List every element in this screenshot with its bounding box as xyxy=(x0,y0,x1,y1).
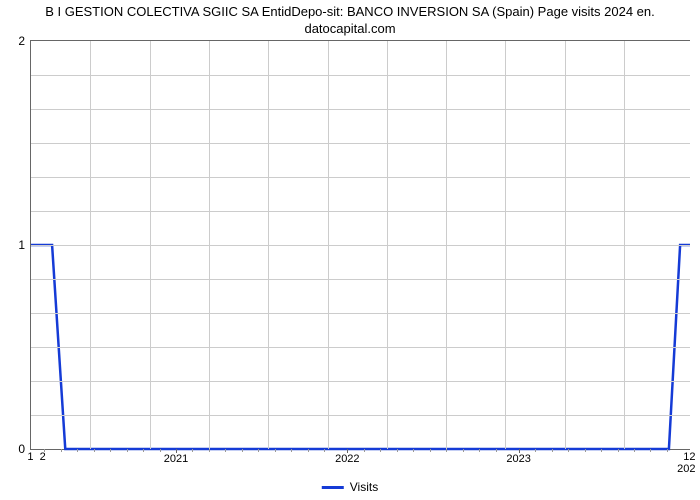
hgrid-line xyxy=(31,245,690,246)
x-tick-minor xyxy=(552,449,553,452)
x-tick-minor xyxy=(160,449,161,452)
legend-label: Visits xyxy=(350,480,378,494)
vgrid-line xyxy=(446,41,447,449)
hgrid-line xyxy=(31,347,690,348)
hgrid-line xyxy=(31,381,690,382)
plot-region: 1 2 12 202 012202120222023 xyxy=(30,40,690,450)
x-tick-minor xyxy=(192,449,193,452)
x-corner-right: 12 202 xyxy=(677,451,695,475)
x-tick-minor xyxy=(585,449,586,452)
hgrid-line xyxy=(31,143,690,144)
x-tick-minor xyxy=(568,449,569,452)
vgrid-line xyxy=(328,41,329,449)
vgrid-line xyxy=(268,41,269,449)
x-tick-minor xyxy=(110,449,111,452)
chart-title-line1: B I GESTION COLECTIVA SGIIC SA EntidDepo… xyxy=(45,4,655,19)
x-tick-minor xyxy=(601,449,602,452)
vgrid-line xyxy=(387,41,388,449)
x-tick-minor xyxy=(479,449,480,452)
x-tick-minor xyxy=(324,449,325,452)
x-tick-minor xyxy=(225,449,226,452)
x-tick-minor xyxy=(143,449,144,452)
legend: Visits xyxy=(322,480,378,494)
x-tick-minor xyxy=(634,449,635,452)
vgrid-line xyxy=(150,41,151,449)
x-tick-minor xyxy=(618,449,619,452)
legend-swatch xyxy=(322,486,344,489)
vgrid-line xyxy=(90,41,91,449)
x-tick-minor xyxy=(430,449,431,452)
hgrid-line xyxy=(31,177,690,178)
x-tick-minor xyxy=(380,449,381,452)
hgrid-line xyxy=(31,415,690,416)
x-tick-minor xyxy=(364,449,365,452)
chart-area: 1 2 12 202 012202120222023 xyxy=(30,40,690,450)
x-tick-minor xyxy=(308,449,309,452)
x-tick-minor xyxy=(77,449,78,452)
x-tick-minor xyxy=(291,449,292,452)
x-tick-minor xyxy=(61,449,62,452)
x-tick-minor xyxy=(275,449,276,452)
x-tick-minor xyxy=(463,449,464,452)
y-tick-label: 2 xyxy=(18,34,31,48)
vgrid-line xyxy=(209,41,210,449)
x-tick-minor xyxy=(242,449,243,452)
vgrid-line xyxy=(565,41,566,449)
hgrid-line xyxy=(31,75,690,76)
x-tick-minor xyxy=(446,449,447,452)
vgrid-line xyxy=(505,41,506,449)
x-tick-minor xyxy=(413,449,414,452)
chart-title: B I GESTION COLECTIVA SGIIC SA EntidDepo… xyxy=(0,0,700,40)
x-tick-minor xyxy=(94,449,95,452)
x-tick-minor xyxy=(650,449,651,452)
x-tick-minor xyxy=(397,449,398,452)
x-tick-minor xyxy=(209,449,210,452)
x-tick-minor xyxy=(258,449,259,452)
hgrid-line xyxy=(31,313,690,314)
chart-title-line2: datocapital.com xyxy=(304,21,395,36)
x-tick xyxy=(519,449,520,453)
y-tick-label: 1 xyxy=(18,238,31,252)
x-tick-minor xyxy=(667,449,668,452)
x-tick xyxy=(176,449,177,453)
x-tick xyxy=(347,449,348,453)
x-tick-minor xyxy=(496,449,497,452)
x-tick-minor xyxy=(44,449,45,452)
x-tick-minor xyxy=(127,449,128,452)
hgrid-line xyxy=(31,109,690,110)
hgrid-line xyxy=(31,279,690,280)
x-tick-minor xyxy=(535,449,536,452)
y-tick-label: 0 xyxy=(18,442,31,456)
vgrid-line xyxy=(624,41,625,449)
hgrid-line xyxy=(31,211,690,212)
